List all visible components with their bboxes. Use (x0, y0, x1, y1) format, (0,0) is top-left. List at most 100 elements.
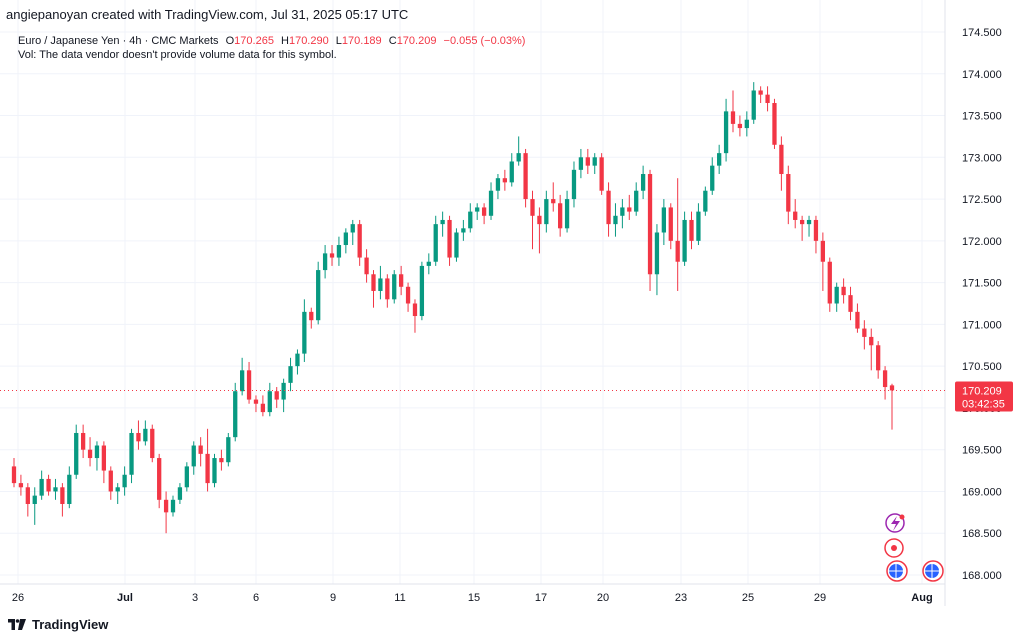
candle-body (233, 391, 238, 438)
time-tick-label: 25 (742, 592, 754, 604)
candle-body (558, 203, 563, 229)
candle-body (11, 466, 17, 484)
candle-body (717, 153, 722, 166)
high-label: H (281, 35, 289, 47)
candle-body (267, 391, 272, 413)
candle-body (143, 428, 148, 442)
candle-body (385, 278, 390, 300)
candle-body (53, 487, 58, 492)
candle-body (834, 286, 839, 304)
candle-body (668, 207, 673, 241)
candle-body (564, 199, 570, 229)
candle-body (198, 445, 203, 454)
candle-body (108, 470, 113, 492)
candle-body (253, 399, 259, 404)
price-tick-label: 174.000 (962, 69, 1002, 81)
candle-body (889, 385, 895, 391)
close-value: 170.209 (396, 35, 437, 47)
candle-body (620, 207, 625, 216)
price-tick-label: 168.000 (962, 570, 1002, 582)
candle-body (447, 219, 452, 258)
candle-body (129, 432, 134, 475)
candle-body (219, 458, 224, 463)
candle-body (696, 211, 701, 241)
candle-body (302, 311, 307, 354)
price-tick-label: 170.500 (962, 361, 1002, 373)
candle-body (710, 165, 715, 191)
candle-body (516, 153, 521, 162)
candle-body (779, 144, 784, 175)
lightning-icon (885, 513, 905, 533)
candle-body (440, 219, 445, 225)
candle-body (703, 190, 708, 212)
candle-body (157, 458, 162, 500)
candle-body (136, 432, 141, 442)
candle-body (399, 274, 404, 287)
candle-body (412, 303, 418, 317)
candle-series (11, 82, 895, 534)
candle-body (25, 487, 30, 504)
tradingview-footer[interactable]: TradingView (8, 617, 108, 632)
candle-body (537, 215, 542, 225)
candle-body (32, 495, 37, 504)
candle-body (177, 487, 183, 500)
candle-body (295, 353, 300, 367)
candle-body (730, 111, 736, 124)
open-label: O (225, 35, 235, 47)
candle-body (786, 174, 791, 212)
candle-body (654, 232, 660, 275)
candle-body (689, 219, 694, 241)
low-label: L (335, 35, 342, 47)
candle-body (226, 437, 231, 463)
grid-lines (0, 0, 945, 584)
price-tick-label: 173.000 (962, 152, 1002, 164)
candle-body (578, 157, 584, 170)
price-tick-label: 171.500 (962, 278, 1002, 290)
time-tick-label: 9 (330, 592, 336, 604)
candle-body (737, 123, 743, 129)
time-tick-label: 23 (675, 592, 687, 604)
candle-body (772, 103, 777, 145)
time-tick-label: 11 (394, 592, 405, 604)
candle-body (841, 286, 846, 296)
candle-body (544, 199, 549, 225)
candle-body (502, 178, 507, 183)
time-tick-label: 20 (597, 592, 609, 604)
candle-body (723, 111, 729, 154)
globe-icon (922, 560, 944, 582)
candle-body (163, 499, 169, 513)
time-tick-label: 29 (814, 592, 826, 604)
price-tick-label: 168.500 (962, 528, 1002, 540)
time-tick-label: 26 (12, 592, 24, 604)
price-tag-box (955, 381, 1013, 412)
candle-body (281, 382, 286, 400)
candle-body (336, 245, 342, 258)
candle-body (869, 336, 874, 346)
globe-icon (886, 560, 908, 582)
candle-body (813, 219, 819, 241)
candle-body (350, 224, 355, 233)
candle-body (288, 366, 293, 383)
candle-body (882, 370, 888, 388)
candle-body (115, 487, 120, 492)
candle-body (848, 295, 853, 312)
price-tick-label: 171.000 (962, 319, 1002, 331)
candle-body (212, 458, 217, 484)
candle-body (634, 190, 639, 212)
candle-body (675, 240, 680, 262)
candle-body (488, 190, 494, 216)
candle-body (150, 428, 155, 459)
symbol-legend: Euro / Japanese Yen · 4h · CMC Markets O… (18, 33, 525, 49)
candle-body (87, 449, 93, 459)
candle-body (862, 328, 867, 337)
open-value: 170.265 (234, 35, 274, 47)
volume-note: Vol: The data vendor doesn't provide vol… (18, 49, 337, 61)
candle-body (357, 224, 362, 258)
tradingview-logo-icon (8, 619, 26, 630)
candle-body (18, 483, 24, 488)
candle-body (592, 157, 597, 166)
candle-body (184, 466, 189, 488)
price-tag-value: 170.209 (962, 385, 1002, 397)
